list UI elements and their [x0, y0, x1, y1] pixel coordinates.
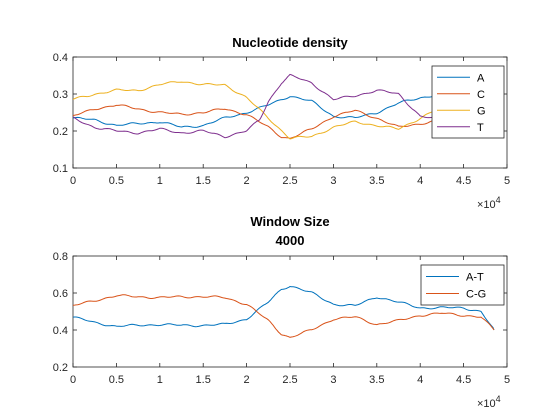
legend-label: G: [477, 105, 486, 117]
x-tick-label: 5: [504, 374, 510, 386]
y-tick-label: 0.4: [53, 325, 68, 337]
x-multiplier: ×104: [477, 394, 501, 410]
x-tick-label: 4: [417, 175, 423, 187]
x-multiplier-exponent: 4: [496, 394, 501, 404]
x-tick-label: 0.5: [109, 374, 124, 386]
y-tick-label: 0.2: [53, 362, 68, 374]
x-tick-label: 4.5: [456, 175, 471, 187]
x-tick-label: 1.5: [196, 175, 211, 187]
legend-box: [431, 65, 505, 139]
x-tick-label: 2.5: [282, 374, 297, 386]
series-line-c-g: [73, 294, 495, 338]
legend-label: T: [477, 122, 484, 134]
x-tick-label: 1: [157, 175, 163, 187]
y-tick-label: 0.2: [53, 126, 68, 138]
x-tick-label: 2.5: [282, 175, 297, 187]
chart-title: Window Size: [250, 214, 329, 229]
x-tick-label: 3: [330, 374, 336, 386]
x-tick-label: 3.5: [369, 374, 384, 386]
y-tick-label: 0.4: [53, 52, 68, 64]
legend-label: C: [477, 89, 485, 101]
legend-box: [420, 264, 505, 306]
chart-title: Nucleotide density: [232, 35, 348, 50]
x-multiplier-exponent: 4: [496, 195, 501, 205]
x-tick-label: 1.5: [196, 374, 211, 386]
x-tick-label: 0: [70, 374, 76, 386]
y-tick-label: 0.1: [53, 163, 68, 175]
series-line-a-t: [73, 285, 495, 331]
nucleotide-density-chart: 0 0.5 1 1.5 2 2.5 3 3.5 4 4.5 5 0.1 0.2 0.3 0.4 ×104 Nuc…: [53, 35, 510, 211]
window-size-chart: 0 0.5 1 1.5 2 2.5 3 3.5 4 4.5 5 0.2 0.4 0.6 0.8 ×104 Win…: [53, 214, 510, 410]
y-tick-label: 0.3: [53, 89, 68, 101]
x-tick-label: 3: [330, 175, 336, 187]
x-tick-label: 5: [504, 175, 510, 187]
chart-title: 4000: [276, 233, 305, 248]
y-tick-label: 0.8: [53, 251, 68, 263]
x-tick-label: 4.5: [456, 374, 471, 386]
x-tick-label: 4: [417, 374, 423, 386]
x-tick-label: 1: [157, 374, 163, 386]
legend-label: A: [477, 72, 485, 84]
x-tick-label: 3.5: [369, 175, 384, 187]
series-line-g: [73, 81, 495, 140]
y-tick-label: 0.6: [53, 288, 68, 300]
x-tick-label: 2: [244, 374, 250, 386]
x-multiplier: ×104: [477, 195, 501, 211]
legend-label: A-T: [466, 272, 484, 284]
x-tick-label: 0: [70, 175, 76, 187]
x-tick-label: 2: [244, 175, 250, 187]
series-line-a: [73, 92, 495, 128]
series-line-c: [73, 104, 495, 139]
series-line-t: [73, 73, 495, 139]
legend-label: C-G: [466, 289, 486, 301]
x-tick-label: 0.5: [109, 175, 124, 187]
